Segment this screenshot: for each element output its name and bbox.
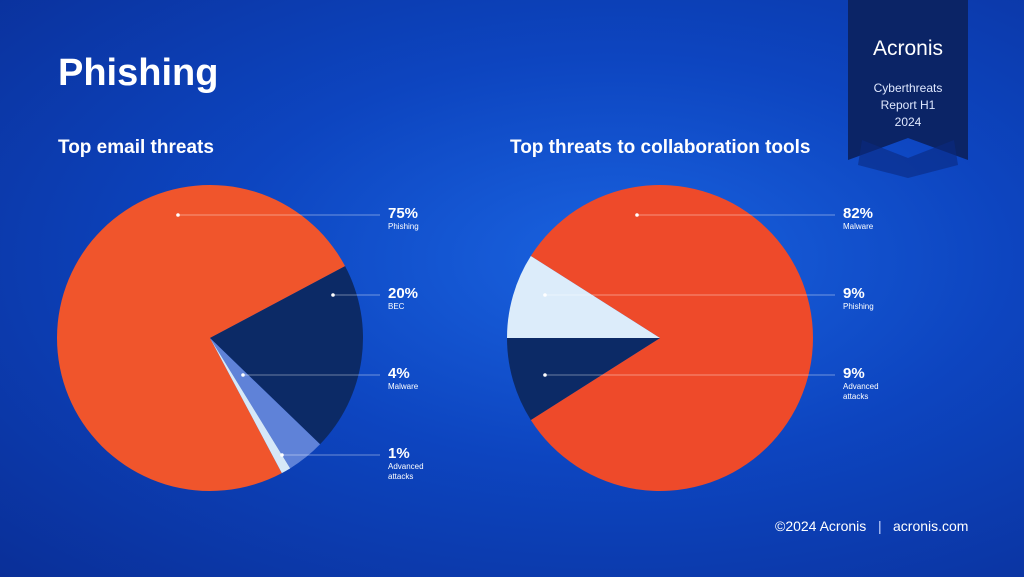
category-label: Malware: [843, 222, 874, 231]
badge-line: 2024: [894, 115, 922, 129]
badge-line: Report H1: [880, 98, 936, 112]
pie-slice: [507, 338, 660, 420]
pie-slice: [56, 185, 346, 492]
value-label: 82%: [843, 205, 874, 222]
value-label: 20%: [388, 285, 419, 302]
footer-site: acronis.com: [893, 518, 969, 534]
pie-slice: [210, 338, 291, 474]
leader-dot: [241, 373, 245, 377]
leader-dot: [331, 293, 335, 297]
value-label: 75%: [388, 205, 419, 222]
footer-separator: |: [878, 518, 882, 534]
chart-title: Top email threats: [58, 137, 214, 158]
leader-dot: [635, 213, 639, 217]
category-label: Advanced attacks: [388, 462, 424, 481]
leader-dot: [543, 373, 547, 377]
badge-text: Cyberthreats Report H1 2024: [848, 80, 968, 131]
badge-brand: Acronis: [872, 37, 944, 60]
chart-title: Top threats to collaboration tools: [510, 137, 811, 158]
value-label: 9%: [843, 365, 865, 382]
value-label: 9%: [843, 285, 865, 302]
category-label: Advanced attacks: [843, 382, 879, 401]
pie-slice: [530, 185, 813, 491]
badge-shadow: [858, 140, 958, 178]
badge-ribbon: [848, 0, 968, 160]
badge-line: Cyberthreats: [873, 81, 943, 95]
category-label: Malware: [388, 382, 419, 391]
category-label: Phishing: [843, 302, 874, 311]
pie-slice: [507, 256, 660, 338]
leader-dot: [543, 293, 547, 297]
category-label: BEC: [388, 302, 405, 311]
leader-dot: [280, 453, 284, 457]
category-label: Phishing: [388, 222, 419, 231]
leader-dot: [176, 213, 180, 217]
footer-copyright: ©2024 Acronis: [775, 518, 867, 534]
page-title: Phishing: [58, 52, 219, 94]
pie-slice: [210, 338, 321, 469]
pie-slice: [210, 266, 363, 445]
value-label: 1%: [388, 445, 410, 462]
value-label: 4%: [388, 365, 410, 382]
